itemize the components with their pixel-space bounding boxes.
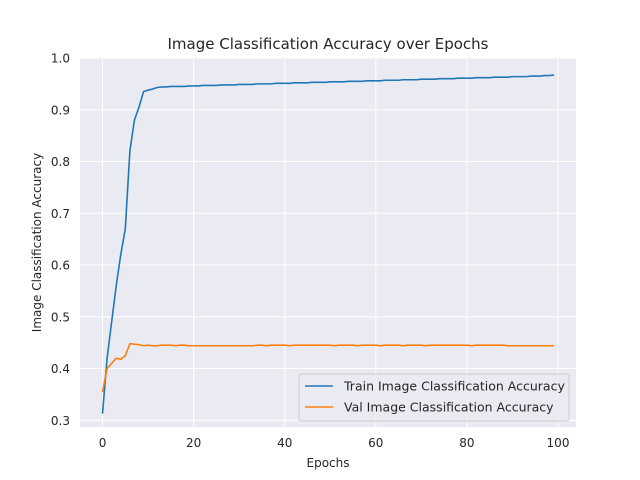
series-group [101,74,555,414]
x-tick-label: 60 [368,436,383,450]
y-tick-label: 0.8 [51,155,70,169]
legend-label-val: Val Image Classification Accuracy [344,400,554,415]
x-tick-label: 20 [186,436,201,450]
legend-label-train: Train Image Classification Accuracy [343,379,565,394]
y-tick-label: 0.7 [51,207,70,221]
grid [80,57,576,427]
train-accuracy-line [101,74,555,414]
x-axis-ticks: 0 20 40 60 80 100 [99,436,570,450]
x-tick-label: 0 [99,436,107,450]
legend-box [298,373,570,422]
y-tick-label: 0.3 [51,414,70,428]
y-axis-ticks: 0.3 0.4 0.5 0.6 0.7 0.8 0.9 1.0 [51,52,70,428]
y-tick-label: 1.0 [51,52,70,66]
legend: Train Image Classification Accuracy Val … [298,373,570,422]
chart-title: Image Classification Accuracy over Epoch… [168,35,489,53]
y-tick-label: 0.9 [51,103,70,117]
y-tick-label: 0.4 [51,362,70,376]
plot-area [80,58,576,427]
x-tick-label: 100 [547,436,570,450]
y-tick-label: 0.6 [51,259,70,273]
y-tick-label: 0.5 [51,310,70,324]
x-axis-label: Epochs [307,456,350,470]
val-accuracy-line [101,342,555,393]
x-tick-label: 40 [277,436,292,450]
x-tick-label: 80 [459,436,474,450]
y-axis-label: Image Classification Accuracy [30,153,44,332]
